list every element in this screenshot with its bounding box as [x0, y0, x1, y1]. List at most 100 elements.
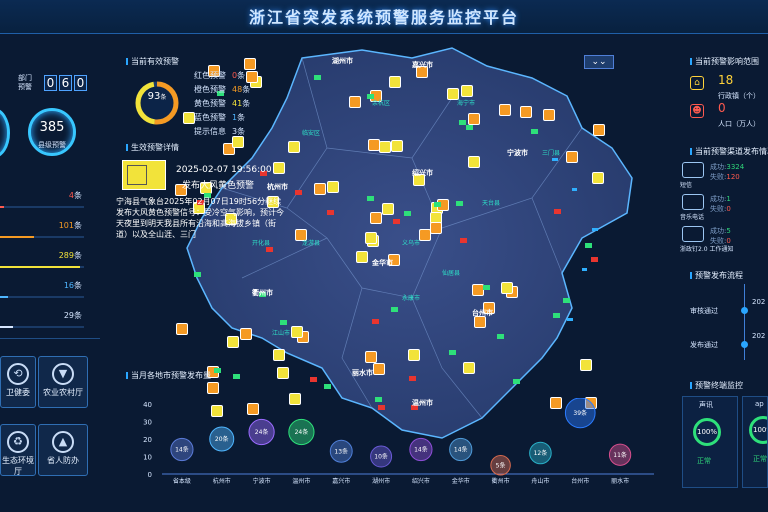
warning-marker[interactable]: [239, 328, 252, 341]
warning-marker[interactable]: [412, 173, 425, 186]
terminal-card-ap[interactable]: ap 100% 正常: [742, 396, 768, 488]
bubble[interactable]: [329, 439, 353, 463]
channel-badge: [682, 162, 704, 178]
tile-environment[interactable]: ♻ 生态环境厅: [0, 424, 36, 476]
bubble[interactable]: [490, 455, 511, 476]
warning-marker[interactable]: [418, 228, 431, 241]
warning-marker[interactable]: [379, 140, 392, 153]
terminal-pct: 100%: [693, 418, 721, 446]
bubble[interactable]: [248, 418, 275, 446]
city-label: 宁波市: [507, 149, 528, 157]
warning-marker[interactable]: [543, 108, 556, 121]
warning-marker[interactable]: [273, 348, 286, 361]
warning-marker[interactable]: [430, 222, 443, 235]
warning-marker[interactable]: [498, 104, 511, 117]
region-label: 仙居县: [442, 270, 461, 277]
warning-marker[interactable]: [227, 335, 240, 348]
bubble[interactable]: [209, 426, 235, 452]
warning-marker[interactable]: [207, 382, 220, 395]
bubble[interactable]: [288, 418, 315, 446]
warning-marker[interactable]: [365, 351, 378, 364]
warning-marker[interactable]: [225, 213, 238, 226]
warning-marker[interactable]: [579, 359, 592, 372]
warning-marker[interactable]: [467, 156, 480, 169]
tile-civil-defense[interactable]: ▲ 省人防办: [38, 424, 88, 476]
warning-marker[interactable]: [461, 84, 474, 97]
warning-marker[interactable]: [288, 140, 301, 153]
warning-marker[interactable]: [290, 326, 303, 339]
warning-marker[interactable]: [592, 171, 605, 184]
bubble[interactable]: [529, 441, 552, 465]
warning-marker[interactable]: [207, 65, 220, 78]
warning-marker[interactable]: [246, 71, 259, 84]
bubble[interactable]: [370, 445, 393, 468]
warning-marker[interactable]: [273, 161, 286, 174]
warning-marker[interactable]: [462, 362, 475, 375]
region-label: 余杭区: [372, 100, 391, 107]
warning-marker[interactable]: [295, 228, 307, 241]
warning-marker[interactable]: [382, 203, 395, 216]
x-tick-label: 温州市: [292, 477, 310, 485]
station-flag: [378, 404, 386, 410]
bubble-label: 14条: [454, 446, 468, 454]
warning-marker[interactable]: [244, 58, 257, 71]
channel-row[interactable]: 短信 成功:3324 失败:120: [680, 160, 768, 192]
terminal-status: 正常: [697, 457, 711, 465]
warning-marker[interactable]: [467, 113, 480, 126]
station-flag: [460, 237, 468, 243]
warning-marker[interactable]: [471, 284, 484, 297]
warning-marker[interactable]: [391, 140, 404, 153]
warning-marker[interactable]: [182, 112, 195, 125]
warning-marker[interactable]: [266, 195, 279, 208]
warning-marker[interactable]: [387, 254, 400, 267]
panel-title-monthly: 当月各地市预警发布量: [126, 370, 211, 381]
warning-marker[interactable]: [408, 348, 421, 361]
current-row-unit: 条: [237, 113, 246, 122]
warning-marker[interactable]: [364, 231, 377, 244]
channel-list: 短信 成功:3324 失败:120 音乐电话 成功:1 失败:0 浙政钉2.0 工作通知 成功…: [680, 160, 768, 256]
terminal-card-voice[interactable]: 声讯 100% 正常: [682, 396, 738, 488]
flow-line: [744, 284, 745, 360]
warning-marker[interactable]: [389, 76, 402, 89]
station-flag: [483, 285, 491, 291]
warning-marker[interactable]: [473, 316, 486, 329]
warning-marker[interactable]: [356, 250, 369, 263]
stat-list: 4条 101条 289条 16条 29条: [0, 182, 96, 332]
current-row-label: 橙色预警: [194, 85, 226, 94]
warning-marker[interactable]: [446, 88, 459, 101]
warning-marker[interactable]: [246, 402, 259, 415]
warning-marker[interactable]: [519, 105, 532, 118]
channel-fail: 失败:0: [710, 237, 731, 245]
tile-agriculture[interactable]: ▼ 农业农村厅: [38, 356, 88, 408]
warning-marker[interactable]: [175, 183, 188, 196]
channel-row[interactable]: 音乐电话 成功:1 失败:0: [680, 192, 768, 224]
bubble[interactable]: [409, 437, 433, 462]
warning-marker[interactable]: [289, 392, 302, 405]
bubble[interactable]: [564, 398, 596, 429]
warning-marker[interactable]: [222, 143, 235, 156]
warning-marker[interactable]: [211, 404, 224, 417]
warning-marker[interactable]: [175, 322, 188, 335]
warning-marker[interactable]: [500, 282, 513, 295]
warning-marker[interactable]: [415, 66, 428, 79]
bubble[interactable]: [608, 443, 632, 466]
bubble[interactable]: [449, 437, 473, 462]
bubble[interactable]: [170, 437, 194, 462]
warning-marker[interactable]: [370, 211, 383, 224]
station-flag: [512, 379, 520, 385]
station-flag: [590, 256, 598, 262]
warning-marker[interactable]: [231, 136, 244, 149]
warning-marker[interactable]: [549, 396, 562, 409]
warning-marker[interactable]: [372, 363, 385, 376]
warning-marker[interactable]: [326, 180, 339, 193]
station-flag: [196, 200, 204, 206]
warning-marker[interactable]: [483, 302, 496, 315]
warning-marker[interactable]: [314, 183, 327, 196]
warning-marker[interactable]: [592, 124, 605, 137]
collapse-button[interactable]: ⌄⌄: [584, 55, 614, 69]
warning-marker[interactable]: [566, 150, 579, 163]
warning-marker[interactable]: [349, 96, 362, 109]
channel-row[interactable]: 浙政钉2.0 工作通知 成功:5 失败:0: [680, 224, 768, 256]
warning-marker[interactable]: [277, 367, 289, 380]
tile-health[interactable]: ⟲ 卫健委: [0, 356, 36, 408]
